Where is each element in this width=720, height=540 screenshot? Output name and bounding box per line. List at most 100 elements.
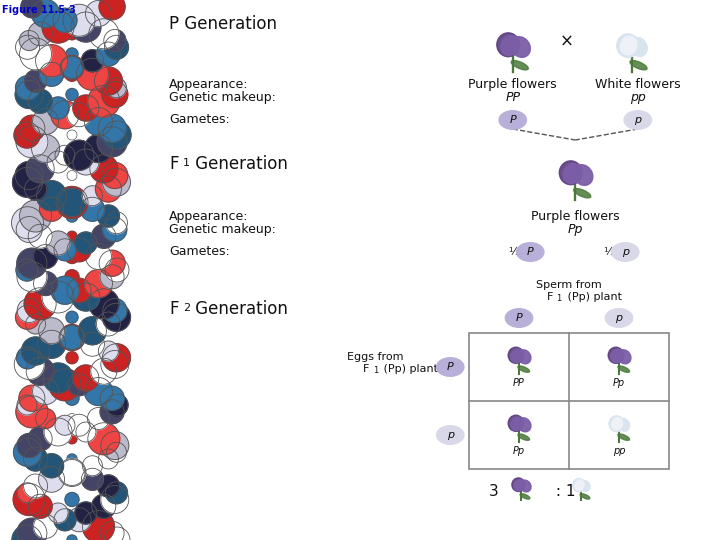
Text: (Pp) plant: (Pp) plant (380, 364, 438, 374)
Circle shape (56, 186, 88, 219)
Ellipse shape (520, 480, 531, 492)
Circle shape (66, 8, 78, 19)
Circle shape (100, 386, 124, 410)
Circle shape (88, 85, 120, 117)
Ellipse shape (497, 33, 520, 57)
Circle shape (107, 78, 127, 98)
Text: Purple flowers: Purple flowers (531, 210, 620, 223)
Circle shape (65, 249, 79, 264)
Circle shape (26, 357, 54, 385)
Ellipse shape (580, 481, 590, 491)
Circle shape (102, 344, 130, 372)
Circle shape (63, 4, 95, 36)
Circle shape (73, 365, 99, 391)
Text: PP: PP (505, 91, 521, 104)
Circle shape (99, 341, 118, 361)
Circle shape (88, 423, 120, 455)
Ellipse shape (511, 417, 523, 430)
Text: 1: 1 (373, 366, 378, 375)
Ellipse shape (618, 418, 630, 431)
Circle shape (99, 0, 125, 20)
Ellipse shape (500, 36, 519, 56)
Circle shape (16, 259, 38, 281)
Ellipse shape (609, 416, 624, 432)
Circle shape (16, 35, 40, 59)
Circle shape (64, 140, 94, 170)
Text: P: P (509, 115, 516, 125)
Text: (Pp) plant: (Pp) plant (564, 292, 622, 302)
Ellipse shape (510, 37, 531, 57)
Ellipse shape (572, 478, 585, 492)
Circle shape (16, 126, 48, 158)
Circle shape (37, 330, 66, 358)
Circle shape (40, 62, 63, 86)
Circle shape (92, 224, 116, 248)
Text: ×: × (559, 33, 573, 51)
Ellipse shape (629, 37, 647, 57)
Circle shape (102, 168, 130, 196)
Ellipse shape (618, 366, 629, 372)
Circle shape (12, 207, 43, 239)
Circle shape (54, 239, 76, 261)
Text: p: p (634, 115, 642, 125)
Circle shape (67, 278, 91, 302)
Circle shape (68, 414, 90, 436)
Circle shape (13, 483, 45, 516)
Circle shape (68, 374, 90, 396)
Circle shape (17, 518, 47, 540)
Circle shape (67, 103, 91, 127)
Ellipse shape (512, 478, 525, 491)
Circle shape (81, 332, 104, 356)
Circle shape (100, 521, 124, 540)
Circle shape (24, 288, 56, 320)
Circle shape (60, 56, 84, 79)
Circle shape (55, 145, 75, 165)
Text: pp: pp (630, 91, 646, 104)
Circle shape (92, 494, 116, 518)
Circle shape (78, 317, 107, 345)
Circle shape (51, 101, 79, 129)
Circle shape (32, 109, 58, 134)
Circle shape (19, 30, 39, 51)
Circle shape (99, 250, 125, 276)
Circle shape (32, 134, 60, 163)
Text: Pp: Pp (513, 446, 525, 456)
Ellipse shape (511, 349, 523, 363)
Circle shape (66, 210, 78, 222)
Circle shape (101, 485, 129, 514)
Text: Genetic makeup:: Genetic makeup: (169, 223, 276, 236)
Circle shape (100, 265, 124, 289)
Text: 2: 2 (183, 303, 190, 313)
Circle shape (104, 30, 126, 51)
Text: F: F (169, 155, 179, 173)
Circle shape (67, 508, 91, 532)
Ellipse shape (520, 494, 530, 499)
Circle shape (53, 8, 77, 32)
Circle shape (106, 394, 128, 416)
Circle shape (17, 262, 47, 292)
Circle shape (71, 12, 101, 42)
Circle shape (19, 38, 52, 70)
Text: PP: PP (513, 377, 525, 388)
Circle shape (96, 42, 120, 66)
Text: Appearance:: Appearance: (169, 210, 248, 223)
Circle shape (66, 89, 78, 100)
Circle shape (19, 200, 52, 232)
Ellipse shape (608, 347, 624, 363)
Circle shape (42, 11, 74, 43)
Circle shape (39, 466, 65, 492)
Circle shape (97, 127, 127, 157)
Circle shape (17, 483, 37, 503)
Circle shape (24, 70, 47, 92)
Circle shape (67, 231, 77, 241)
Circle shape (67, 454, 77, 464)
Circle shape (17, 248, 47, 278)
Circle shape (61, 57, 83, 78)
Text: F: F (546, 292, 553, 302)
Circle shape (101, 431, 129, 460)
Text: Pp: Pp (567, 223, 583, 236)
Circle shape (103, 121, 131, 149)
Text: F: F (169, 300, 179, 318)
Circle shape (40, 197, 63, 221)
Circle shape (47, 151, 69, 173)
